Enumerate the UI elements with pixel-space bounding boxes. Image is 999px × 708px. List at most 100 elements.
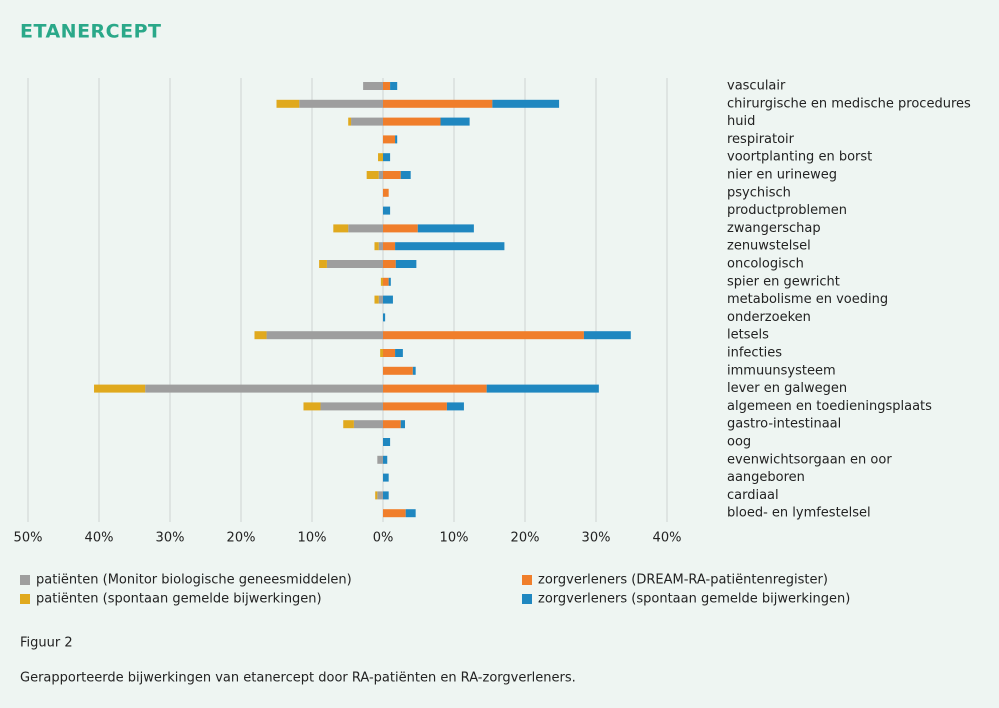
category-label: zwangerschap — [727, 221, 821, 236]
bar-segment — [319, 260, 327, 268]
bar-segment — [405, 509, 416, 518]
legend-swatch — [522, 575, 532, 585]
category-label: vasculair — [727, 79, 786, 94]
bar-segment — [343, 420, 354, 429]
bar-segment — [400, 420, 406, 429]
bar-segment — [351, 117, 383, 126]
bar-segment — [395, 260, 417, 268]
figure-label: Figuur 2 — [20, 636, 73, 651]
x-tick-label: 10% — [298, 531, 327, 546]
bar-segment — [348, 117, 352, 126]
bar-segment — [383, 224, 418, 233]
bar-segment — [383, 242, 396, 251]
x-tick-label: 40% — [653, 531, 682, 546]
bar-segment — [383, 313, 386, 322]
category-label: oncologisch — [727, 257, 804, 272]
bar-segment — [383, 171, 401, 179]
x-tick-label: 20% — [227, 531, 256, 546]
bar-segment — [395, 349, 403, 357]
bar-segment — [363, 82, 383, 90]
bar-segment — [383, 82, 391, 90]
x-tick-label: 50% — [14, 531, 43, 546]
chart-title: ETANERCEPT — [20, 21, 162, 43]
legend-label: zorgverleners (DREAM-RA-patiëntenregiste… — [538, 573, 828, 588]
category-label: productproblemen — [727, 203, 847, 218]
legend-label: zorgverleners (spontaan gemelde bijwerki… — [538, 592, 850, 607]
bar-segment — [254, 331, 267, 340]
bar-segment — [383, 366, 413, 375]
category-label: lever en galwegen — [727, 381, 847, 396]
bar-segment — [383, 455, 388, 464]
bar-segment — [276, 99, 300, 108]
bar-segment — [333, 224, 349, 233]
bar-segment — [378, 295, 383, 304]
bar-segment — [390, 82, 398, 90]
legend-swatch — [20, 594, 30, 604]
bar-segment — [583, 331, 631, 340]
bar-segment — [383, 206, 391, 215]
category-label: cardiaal — [727, 488, 779, 503]
category-label: nier en urineweg — [727, 168, 837, 183]
bar-segment — [366, 171, 379, 179]
bar-segment — [353, 420, 383, 429]
bar-segment — [383, 99, 493, 108]
x-tick-label: 20% — [511, 531, 540, 546]
bar-segment — [380, 349, 383, 357]
category-label: respiratoir — [727, 132, 795, 147]
bar-segment — [383, 438, 391, 446]
x-tick-label: 40% — [85, 531, 114, 546]
category-label: aangeboren — [727, 470, 805, 485]
category-label: metabolisme en voeding — [727, 292, 888, 307]
bar-segment — [299, 99, 383, 108]
category-label: voortplanting en borst — [727, 150, 872, 165]
bar-segment — [383, 491, 389, 500]
bar-segment — [378, 153, 383, 162]
bar-segment — [383, 135, 396, 144]
bar-segment — [383, 117, 441, 126]
bar-segment — [400, 171, 411, 179]
category-label: evenwichtsorgaan en oor — [727, 452, 892, 467]
bar-segment — [383, 295, 393, 304]
bar-segment — [383, 260, 396, 268]
bar-segment — [320, 402, 383, 411]
category-label: algemeen en toedieningsplaats — [727, 399, 932, 414]
bar-segment — [395, 135, 398, 144]
bar-segment — [266, 331, 383, 340]
legend-swatch — [20, 575, 30, 585]
bar-segment — [383, 402, 447, 411]
category-label: immuunsysteem — [727, 363, 836, 378]
x-tick-label: 30% — [582, 531, 611, 546]
bar-segment — [348, 224, 383, 233]
bar-segment — [412, 366, 416, 375]
bar-segment — [383, 473, 389, 482]
bar-segment — [383, 509, 406, 518]
bar-segment — [440, 117, 470, 126]
category-label: onderzoeken — [727, 310, 811, 325]
bar-segment — [417, 224, 474, 233]
bar-segment — [388, 277, 391, 286]
legend-swatch — [522, 594, 532, 604]
bar-segment — [377, 491, 383, 500]
bar-segment — [374, 295, 379, 304]
bar-segment — [94, 384, 146, 393]
bar-segment — [383, 277, 389, 286]
x-tick-label: 30% — [156, 531, 185, 546]
bar-segment — [383, 331, 584, 340]
x-tick-label: 0% — [373, 531, 394, 546]
x-tick-label: 10% — [440, 531, 469, 546]
bar-segment — [383, 349, 396, 357]
bar-segment — [492, 99, 560, 108]
category-label: chirurgische en medische procedures — [727, 96, 971, 111]
category-label: psychisch — [727, 185, 791, 200]
bar-segment — [383, 384, 487, 393]
bar-segment — [486, 384, 599, 393]
category-label: oog — [727, 435, 751, 450]
bar-segment — [383, 153, 391, 162]
category-label: bloed- en lymfestelsel — [727, 506, 871, 521]
bar-segment — [145, 384, 383, 393]
legend-label: patiënten (Monitor biologische geneesmid… — [36, 573, 352, 588]
category-label: gastro-intestinaal — [727, 417, 841, 432]
bar-segment — [377, 455, 383, 464]
bar-segment — [380, 277, 383, 286]
